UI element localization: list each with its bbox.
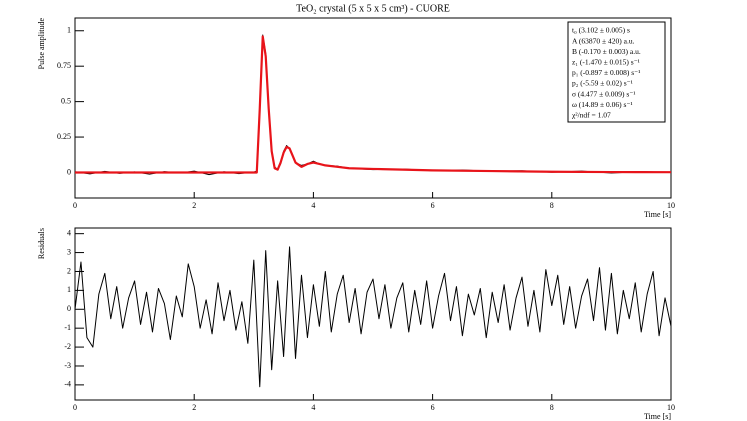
x-tick-label: 10	[667, 403, 675, 412]
series-line	[75, 35, 672, 174]
y-tick-label: -3	[64, 361, 71, 370]
stats-line: z₁ (-1.470 ± 0.015) s⁻¹	[572, 58, 640, 67]
y-tick-label: -2	[64, 342, 71, 351]
x-axis-label: Time [s]	[644, 210, 671, 219]
y-tick-label: 0	[67, 304, 71, 313]
y-tick-label: 1	[67, 285, 71, 294]
stats-line: χ²/ndf = 1.07	[572, 111, 611, 120]
x-tick-label: 0	[73, 201, 77, 210]
stats-line: A (63870 ± 420) a.u.	[572, 36, 635, 45]
plot-frame	[74, 17, 672, 199]
chart-title: TeO₂ crystal (5 x 5 x 5 cm³) - CUORE	[296, 3, 450, 14]
y-tick-label: 0.25	[57, 132, 71, 141]
x-tick-label: 2	[192, 201, 196, 210]
y-tick-label: -1	[64, 323, 71, 332]
stats-line: ω (14.89 ± 0.06) s⁻¹	[572, 100, 633, 109]
y-tick-label: 2	[67, 266, 71, 275]
series-line	[74, 246, 672, 388]
y-tick-label: 0.75	[57, 61, 71, 70]
y-tick-label: -4	[64, 380, 71, 389]
stats-line: p₁ (-0.897 ± 0.008) s⁻¹	[572, 68, 640, 77]
x-axis-label: Time [s]	[644, 412, 671, 421]
x-tick-label: 10	[667, 201, 675, 210]
x-tick-label: 6	[431, 201, 435, 210]
y-tick-label: 3	[67, 247, 71, 256]
x-tick-label: 6	[431, 403, 435, 412]
y-axis-label: Residuals	[37, 228, 46, 259]
x-tick-label: 0	[73, 403, 77, 412]
y-tick-label: 4	[67, 228, 71, 237]
x-tick-label: 8	[550, 201, 554, 210]
y-tick-label: 0	[67, 167, 71, 176]
stats-box	[567, 21, 666, 123]
stats-line: σ (4.477 ± 0.009) s⁻¹	[572, 89, 636, 98]
stats-line: p₂ (-5.59 ± 0.02) s⁻¹	[572, 79, 633, 88]
plot-frame	[74, 227, 672, 401]
stats-line: B (-0.170 ± 0.003) a.u.	[572, 47, 641, 56]
stats-line: t₀ (3.102 ± 0.005) s	[572, 26, 630, 35]
x-tick-label: 4	[311, 201, 315, 210]
x-tick-label: 2	[192, 403, 196, 412]
y-tick-label: 0.5	[61, 96, 71, 105]
y-tick-label: 1	[67, 26, 71, 35]
x-tick-label: 4	[311, 403, 315, 412]
x-tick-label: 8	[550, 403, 554, 412]
y-axis-label: Pulse amplitude	[37, 18, 46, 70]
